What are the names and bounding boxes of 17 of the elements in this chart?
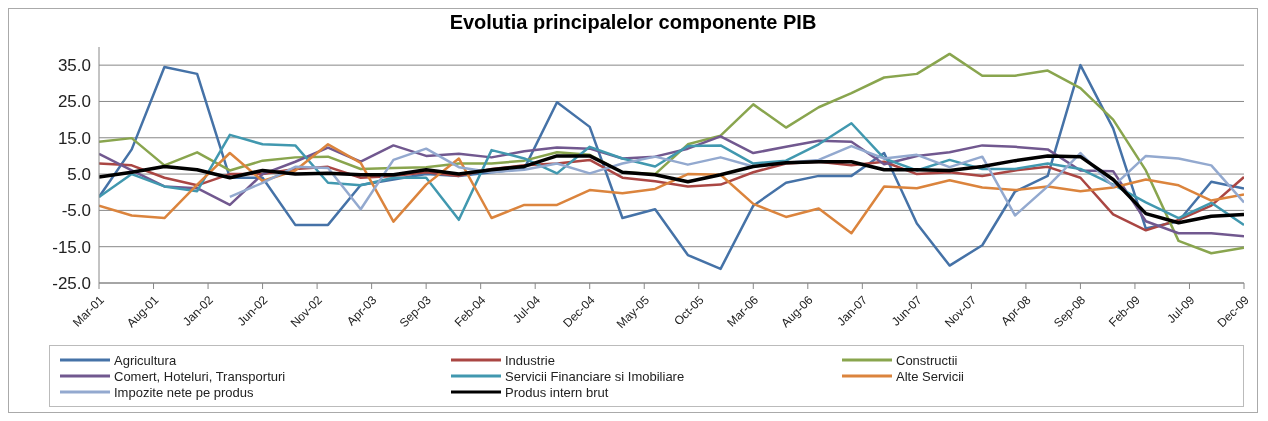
legend-label: Impozite nete pe produs	[114, 384, 254, 400]
legend-label: Servicii Financiare si Imobiliare	[505, 368, 685, 384]
legend-label: Constructii	[896, 352, 958, 368]
line-series	[99, 122, 1244, 227]
y-tick-label: 15.0	[57, 128, 91, 148]
y-tick-label: 35.0	[57, 56, 91, 76]
y-tick-label: 25.0	[57, 92, 91, 112]
y-tick-label: 5.0	[67, 165, 91, 185]
y-tick-label: -25.0	[52, 274, 91, 294]
legend-label: Comert, Hoteluri, Transporturi	[114, 368, 286, 384]
legend-label: Alte Servicii	[896, 368, 964, 384]
chart-title: Evolutia principalelor componente PIB	[448, 11, 818, 35]
legend-label: Industrie	[505, 352, 555, 368]
legend-label: Produs intern brut	[505, 384, 609, 400]
y-tick-label: -5.0	[61, 201, 91, 221]
legend-label: Agricultura	[114, 352, 177, 368]
y-tick-label: -15.0	[52, 237, 91, 257]
